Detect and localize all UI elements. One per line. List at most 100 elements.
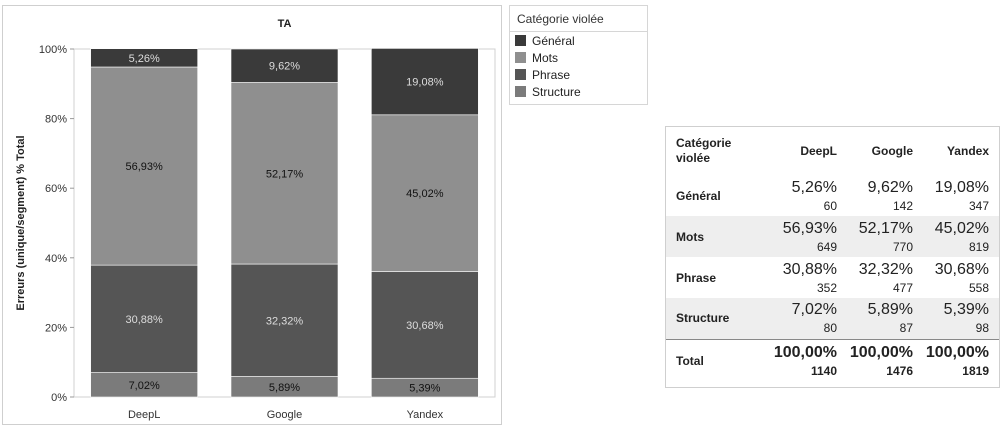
cell-count: 558	[968, 280, 989, 295]
table-cell: 56,93% 649	[771, 216, 847, 257]
data-label: 30,88%	[126, 314, 164, 326]
data-label: 9,62%	[269, 61, 300, 73]
table-cell: 30,68% 558	[923, 257, 999, 298]
legend-swatch-mots	[515, 52, 526, 63]
cell-count: 347	[968, 198, 989, 213]
cell-pct: 7,02%	[791, 301, 837, 319]
cell-count: 649	[816, 239, 837, 254]
table-cell: 100,00% 1140	[771, 339, 847, 383]
y-tick-label: 100%	[39, 44, 67, 56]
data-label: 45,02%	[406, 188, 444, 200]
data-label: 30,68%	[406, 320, 444, 332]
y-tick-label: 40%	[45, 253, 67, 265]
bar-segment	[90, 66, 198, 266]
cell-count: 142	[892, 198, 913, 213]
y-tick-label: 0%	[51, 392, 67, 404]
cell-pct: 5,39%	[943, 301, 989, 319]
cell-count: 1476	[886, 364, 913, 379]
table-cell: 5,39% 98	[923, 298, 999, 339]
cell-count: 80	[823, 321, 837, 336]
legend-swatch-general	[515, 35, 526, 46]
table-row: Phrase 30,88% 352 32,32% 477 30,68% 558	[666, 257, 999, 298]
table-cell: 100,00% 1476	[847, 339, 923, 383]
table-cell: 19,08% 347	[923, 175, 999, 216]
cell-count: 477	[892, 280, 913, 295]
data-label: 5,89%	[269, 382, 300, 394]
table-cell: 32,32% 477	[847, 257, 923, 298]
data-label: 19,08%	[406, 77, 444, 89]
cell-count: 1819	[962, 364, 989, 379]
cell-count: 819	[968, 239, 989, 254]
legend-item-mots[interactable]: Mots	[510, 49, 647, 66]
row-category: Mots	[676, 229, 704, 244]
cell-pct: 5,26%	[791, 178, 837, 196]
data-label: 52,17%	[266, 168, 304, 180]
table-cell: 100,00% 1819	[923, 339, 999, 383]
header-deepl: DeepL	[800, 144, 837, 158]
cell-pct: 30,88%	[782, 260, 837, 278]
table-row: Mots 56,93% 649 52,17% 770 45,02% 819	[666, 216, 999, 257]
table-cell: 52,17% 770	[847, 216, 923, 257]
legend-item-phrase[interactable]: Phrase	[510, 66, 647, 83]
chart-panel: TA 0% 20% 40% 60% 80% 100% Erreurs (unique/segm…	[2, 5, 502, 425]
cell-count: 770	[892, 239, 913, 254]
bar-segment	[371, 271, 479, 379]
cell-count: 98	[975, 321, 989, 336]
legend-title: Catégorie violée	[510, 6, 647, 32]
x-tick-label: Google	[267, 409, 302, 421]
header-google: Google	[871, 144, 913, 158]
table-cell: 5,89% 87	[847, 298, 923, 339]
row-category: Phrase	[676, 270, 717, 285]
cell-pct: 100,00%	[773, 344, 837, 362]
table-cell: 45,02% 819	[923, 216, 999, 257]
legend-item-general[interactable]: Général	[510, 32, 647, 49]
cell-pct: 19,08%	[934, 178, 989, 196]
cell-pct: 100,00%	[849, 344, 913, 362]
summary-table-panel: Catégorie violée DeepL Google Yandex Gén…	[665, 126, 1000, 388]
header-category: Catégorie violée	[676, 136, 732, 165]
y-tick-label: 60%	[45, 183, 67, 195]
legend-item-structure[interactable]: Structure	[510, 83, 647, 100]
table-row: Structure 7,02% 80 5,89% 87 5,39% 98	[666, 298, 999, 339]
data-label: 5,39%	[409, 383, 440, 395]
table-row: Général 5,26% 60 9,62% 142 19,08% 347	[666, 175, 999, 216]
bar-segment	[90, 264, 198, 373]
cell-pct: 45,02%	[934, 219, 989, 237]
legend-label-phrase: Phrase	[532, 67, 571, 82]
cell-pct: 56,93%	[782, 219, 837, 237]
row-category: Total	[676, 354, 704, 369]
legend: Catégorie violée Général Mots Phrase Str…	[509, 5, 648, 105]
cell-pct: 32,32%	[858, 260, 913, 278]
data-label: 5,26%	[129, 53, 160, 65]
legend-label-structure: Structure	[532, 84, 581, 99]
data-label: 32,32%	[266, 315, 304, 327]
cell-count: 87	[899, 321, 913, 336]
legend-swatch-structure	[515, 86, 526, 97]
cell-count: 1140	[810, 364, 837, 379]
y-axis-label: Erreurs (unique/segment) % Total	[15, 135, 27, 310]
cell-pct: 30,68%	[934, 260, 989, 278]
summary-table: Catégorie violée DeepL Google Yandex Gén…	[666, 127, 999, 383]
cell-pct: 100,00%	[925, 344, 989, 362]
legend-label-general: Général	[532, 33, 575, 48]
x-tick-label: DeepL	[128, 409, 160, 421]
bar-segment	[90, 48, 198, 68]
legend-swatch-phrase	[515, 69, 526, 80]
bar-segment	[230, 48, 339, 83]
y-tick-label: 80%	[45, 114, 67, 126]
legend-label-mots: Mots	[532, 50, 559, 65]
data-label: 56,93%	[126, 161, 164, 173]
header-yandex: Yandex	[946, 144, 989, 158]
data-label: 7,02%	[129, 380, 160, 392]
table-total-row: Total 100,00% 1140 100,00% 1476 100,00% 181…	[666, 339, 999, 383]
cell-count: 352	[816, 280, 837, 295]
table-cell: 30,88% 352	[771, 257, 847, 298]
bar-segment	[230, 263, 339, 377]
cell-pct: 52,17%	[858, 219, 913, 237]
x-tick-label: Yandex	[407, 409, 444, 421]
table-cell: 7,02% 80	[771, 298, 847, 339]
chart-title: TA	[278, 18, 292, 30]
row-category: Général	[676, 188, 721, 203]
y-tick-label: 20%	[45, 322, 67, 334]
bar-segment	[230, 82, 339, 265]
